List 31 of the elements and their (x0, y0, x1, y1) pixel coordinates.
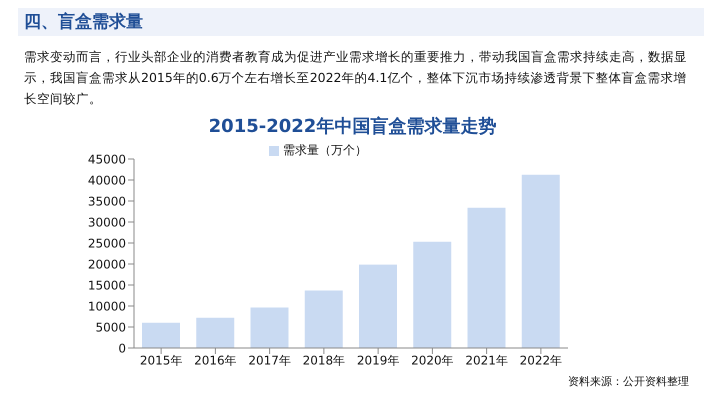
bar (413, 242, 452, 348)
x-tick-label: 2019年 (356, 354, 400, 368)
y-tick-label: 30000 (88, 215, 126, 230)
bar (522, 174, 560, 348)
bar (359, 264, 397, 348)
x-tick-label: 2022年 (520, 354, 562, 368)
bar (468, 208, 506, 348)
legend-label: 需求量（万个） (283, 143, 367, 157)
y-tick-label: 20000 (88, 257, 126, 272)
y-tick-label: 15000 (88, 278, 126, 292)
text: 资料来源：公开资料整理 (568, 374, 689, 389)
x-tick-label: 2016年 (194, 354, 237, 368)
y-tick-label: 0 (118, 341, 126, 356)
y-tick-label: 35000 (88, 194, 126, 208)
x-tick-label: 2018年 (302, 354, 346, 368)
x-tick-label: 2020年 (411, 354, 454, 368)
bar (142, 322, 180, 348)
x-tick-label: 2017年 (248, 354, 291, 368)
text: 需求变动而言，行业头部企业的消费者教育成为促进产业需求增长的重要推力，带动我国盲盒需求持续走高，数据显示，我国盲盒需求从2015年的0.6万个左右增长至2022年的4.1亿个，整体下沉市场持续渗透背景下整体盲盒需求增长空间较广。 (24, 48, 688, 108)
x-tick-label: 2021年 (465, 354, 508, 368)
y-tick-label: 5000 (95, 320, 126, 334)
y-tick-label: 45000 (88, 152, 126, 166)
x-tick-label: 2015年 (140, 354, 182, 368)
chart-title: 2015-2022年中国盲盒需求量走势 (208, 115, 498, 138)
y-tick-label: 40000 (88, 173, 126, 188)
text: 四、盲盒需求量 (18, 8, 704, 36)
bar (304, 290, 343, 348)
bar (250, 307, 288, 348)
y-tick-label: 10000 (88, 299, 126, 314)
y-tick-label: 25000 (88, 236, 126, 250)
bar (196, 318, 234, 348)
